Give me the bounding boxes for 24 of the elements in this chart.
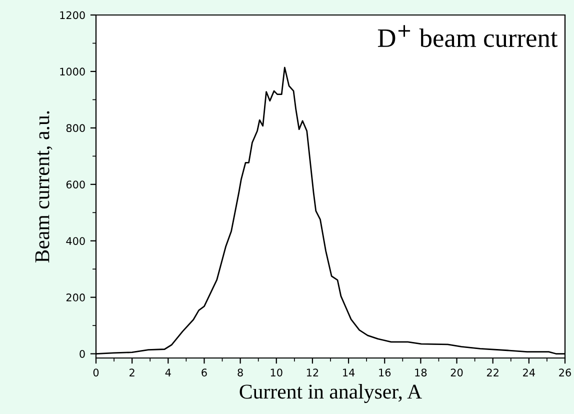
x-tick-label: 0: [93, 368, 99, 376]
x-tick-label: 4: [165, 368, 171, 376]
x-tick-label: 24: [523, 368, 535, 376]
x-tick-label: 22: [486, 368, 498, 376]
x-tick-label: 16: [379, 368, 391, 376]
x-tick-label: 10: [270, 368, 282, 376]
x-tick-label: 2: [130, 368, 134, 376]
x-tick-label: 12: [306, 368, 318, 376]
x-tick-label: 6: [202, 368, 207, 376]
y-tick-label: 1000: [60, 68, 85, 76]
x-tick-label: 20: [450, 368, 463, 376]
y-tick-label: 0: [80, 350, 85, 358]
y-axis-title: Beam current, a.u.: [35, 111, 52, 263]
x-tick-label: 8: [238, 368, 243, 376]
y-tick-label: 600: [66, 180, 85, 188]
x-tick-label: 14: [343, 368, 355, 376]
x-axis-title: Current in analyser, A: [240, 384, 422, 404]
x-tick-label: 18: [415, 368, 427, 376]
y-tick-label: 800: [66, 124, 85, 132]
y-tick-label: 200: [66, 294, 85, 302]
x-tick-label: 26: [559, 368, 571, 376]
y-tick-label: 1200: [60, 11, 85, 20]
chart-title: D$^{+}$ beam current: [378, 25, 558, 48]
y-tick-label: 400: [66, 237, 85, 245]
